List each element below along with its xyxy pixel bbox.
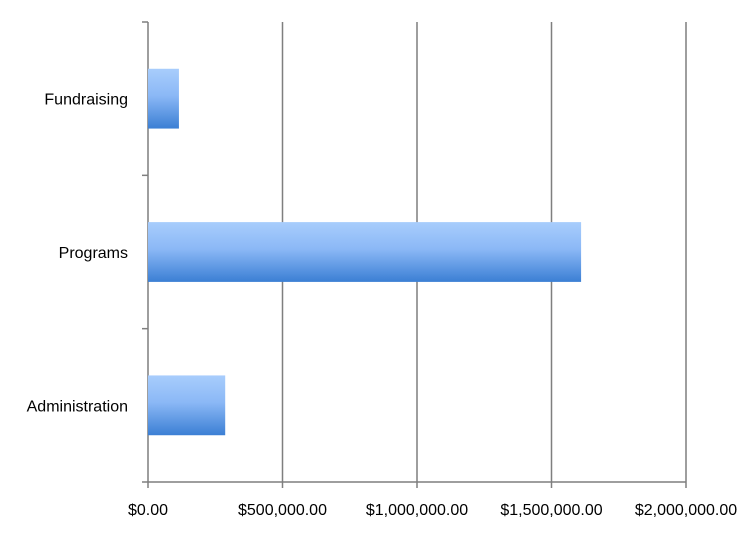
bar-administration	[148, 375, 226, 436]
category-label-fundraising: Fundraising	[44, 92, 128, 109]
x-tick-label-1: $500,000.00	[238, 502, 327, 519]
x-tick-label-3: $1,500,000.00	[500, 502, 602, 519]
bar-fundraising	[148, 68, 179, 129]
x-tick-label-4: $2,000,000.00	[635, 502, 737, 519]
bar-programs	[148, 222, 582, 282]
category-label-administration: Administration	[27, 398, 128, 415]
x-tick-label-2: $1,000,000.00	[366, 502, 468, 519]
labels: $0.00 $500,000.00 $1,000,000.00 $1,500,000.…	[27, 92, 738, 519]
x-tick-label-0: $0.00	[128, 502, 168, 519]
bars	[148, 68, 582, 436]
category-label-programs: Programs	[59, 245, 128, 262]
